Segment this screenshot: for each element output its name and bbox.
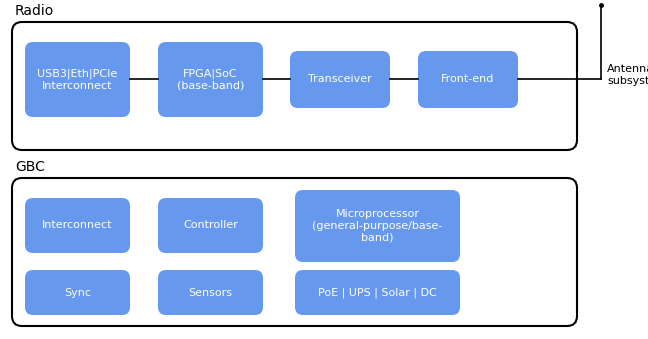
FancyBboxPatch shape [12, 178, 577, 326]
Text: USB3|Eth|PCIe
Interconnect: USB3|Eth|PCIe Interconnect [38, 68, 118, 91]
Text: Sync: Sync [64, 287, 91, 298]
FancyBboxPatch shape [295, 190, 460, 262]
Text: Microprocessor
(general-purpose/base-
band): Microprocessor (general-purpose/base- ba… [312, 210, 443, 243]
FancyBboxPatch shape [158, 42, 263, 117]
FancyBboxPatch shape [295, 270, 460, 315]
FancyBboxPatch shape [158, 198, 263, 253]
FancyBboxPatch shape [290, 51, 390, 108]
FancyBboxPatch shape [418, 51, 518, 108]
Text: PoE | UPS | Solar | DC: PoE | UPS | Solar | DC [318, 287, 437, 298]
FancyBboxPatch shape [158, 270, 263, 315]
FancyBboxPatch shape [25, 270, 130, 315]
Text: GBC: GBC [15, 160, 45, 174]
FancyBboxPatch shape [12, 22, 577, 150]
FancyBboxPatch shape [25, 198, 130, 253]
Text: Interconnect: Interconnect [42, 220, 113, 231]
Text: Controller: Controller [183, 220, 238, 231]
Text: Antenna
subsystem: Antenna subsystem [607, 64, 648, 86]
Text: FPGA|SoC
(base-band): FPGA|SoC (base-band) [177, 68, 244, 91]
Text: Radio: Radio [15, 4, 54, 18]
FancyBboxPatch shape [25, 42, 130, 117]
Text: Sensors: Sensors [189, 287, 233, 298]
Text: Front-end: Front-end [441, 75, 494, 84]
Text: Transceiver: Transceiver [308, 75, 372, 84]
